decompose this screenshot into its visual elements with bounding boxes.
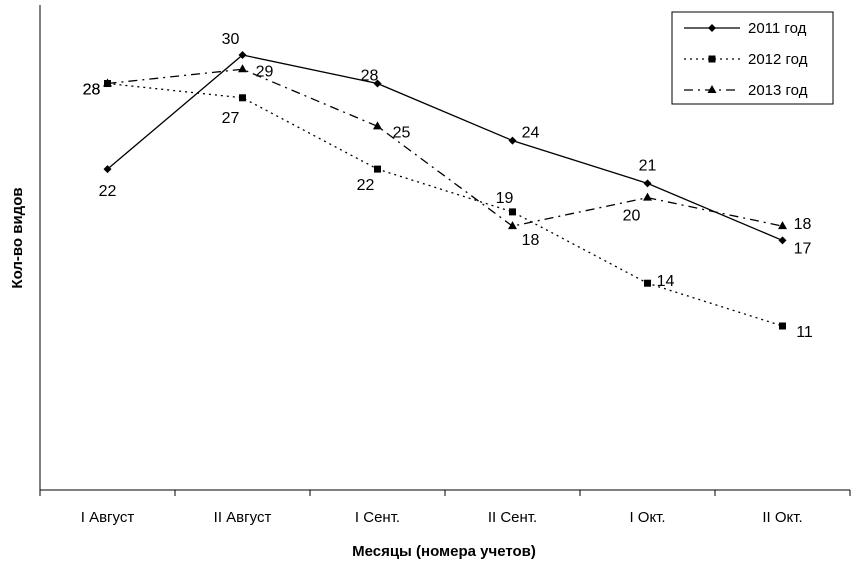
data-label: 28	[83, 82, 101, 99]
series-2	[104, 80, 786, 330]
x-tick-label: II Окт.	[762, 509, 802, 526]
data-label: 22	[99, 183, 117, 200]
y-axis-title: Кол-во видов	[9, 187, 26, 288]
legend-item: 2013 год	[684, 82, 808, 99]
point-marker-triangle	[778, 221, 787, 230]
x-axis-title: Месяцы (номера учетов)	[352, 543, 536, 560]
point-marker-square	[779, 322, 786, 330]
point-marker-square	[708, 55, 716, 63]
series-lines	[103, 51, 787, 330]
point-marker-triangle	[238, 64, 247, 73]
series-1	[103, 51, 787, 245]
data-label: 14	[657, 273, 675, 290]
series-line	[107, 54, 783, 242]
x-tick-label: I Сент.	[355, 509, 400, 526]
point-marker-triangle	[508, 221, 517, 230]
legend-box	[671, 11, 834, 105]
series-line	[107, 82, 783, 327]
data-label: 30	[222, 31, 240, 48]
legend-item: 2011 год	[684, 20, 807, 37]
point-marker-diamond	[103, 165, 112, 174]
data-label: 19	[496, 190, 514, 207]
legend-label: 2013 год	[748, 82, 808, 99]
x-tick-label: I Окт.	[629, 509, 665, 526]
point-marker-diamond	[373, 79, 382, 88]
point-marker-square	[239, 94, 246, 102]
point-marker-triangle	[103, 78, 112, 87]
data-label: 22	[357, 177, 375, 194]
data-label: 11	[796, 324, 813, 341]
point-marker-diamond	[778, 236, 787, 245]
point-marker-triangle	[373, 121, 382, 130]
data-label: 27	[222, 110, 240, 127]
x-tick-labels: I Август II Август I Сент. II Сент. I Окт. II…	[81, 509, 803, 526]
legend-item: 2012 год	[684, 51, 808, 68]
data-label: 28	[361, 68, 379, 85]
data-label: 29	[256, 63, 274, 80]
point-marker-triangle	[707, 85, 717, 93]
point-marker-square	[509, 208, 516, 216]
point-marker-diamond	[643, 179, 652, 188]
data-label: 18	[794, 216, 812, 233]
data-label: 28	[83, 82, 101, 99]
legend-label: 2011 год	[748, 20, 807, 37]
legend: 2011 год 2012 год 2013 год	[671, 11, 834, 105]
point-marker-triangle	[643, 192, 652, 201]
series-line	[107, 68, 783, 227]
legend-label: 2012 год	[748, 51, 808, 68]
x-tick-label: II Сент.	[488, 509, 537, 526]
data-label: 20	[623, 208, 641, 225]
point-marker-diamond	[708, 24, 716, 32]
data-label: 21	[639, 157, 657, 174]
data-label: 18	[522, 232, 540, 249]
data-label: 25	[393, 124, 411, 141]
data-label: 17	[794, 240, 812, 257]
point-marker-diamond	[238, 51, 247, 59]
point-marker-square	[374, 165, 381, 173]
series-3	[103, 64, 787, 230]
point-marker-diamond	[508, 136, 517, 145]
x-tick-label: II Август	[214, 509, 272, 526]
data-label: 24	[522, 125, 540, 142]
axes	[39, 5, 851, 496]
point-marker-square	[644, 279, 651, 287]
x-tick-label: I Август	[81, 509, 135, 526]
